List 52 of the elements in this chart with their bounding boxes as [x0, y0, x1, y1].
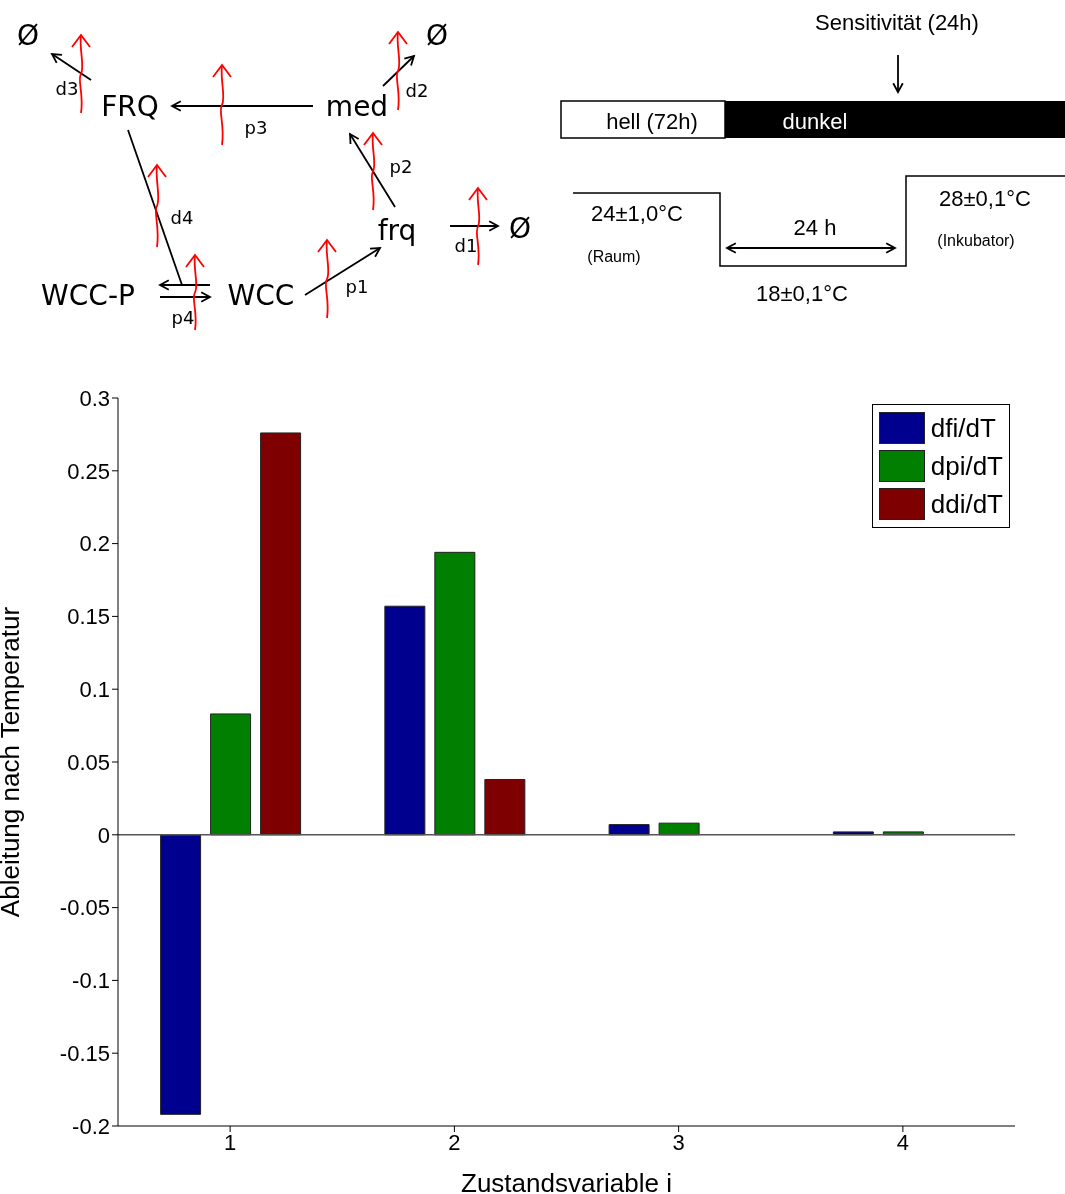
y-tick-label: -0.1 [72, 968, 110, 994]
text: p1 [345, 276, 369, 297]
x-tick-label: 4 [896, 1129, 909, 1155]
text: (Raum) [587, 248, 641, 265]
x-tick-label: 2 [448, 1129, 461, 1155]
text: p4 [171, 307, 195, 328]
bar [608, 824, 650, 836]
y-tick-label: 0.15 [67, 604, 110, 630]
bar [160, 834, 202, 1115]
bar [210, 713, 252, 836]
text: d4 [170, 207, 194, 228]
text: FRQ [101, 90, 159, 123]
text: d2 [405, 80, 429, 101]
text: dunkel [782, 109, 848, 134]
y-tick-label: 0 [97, 822, 110, 848]
text: (Inkubator) [937, 232, 1015, 249]
y-tick-label: 0.2 [79, 531, 110, 557]
bar [484, 778, 526, 836]
text: Sensitivität (24h) [815, 10, 979, 35]
legend-label: dpi/dT [930, 450, 1003, 482]
y-tick-label: -0.2 [72, 1113, 110, 1139]
y-axis-title: Ableitung nach Temperatur [0, 606, 26, 918]
text: med [325, 90, 389, 123]
x-axis-title: Zustandsvariable i [461, 1168, 672, 1194]
x-tick-label: 3 [672, 1129, 685, 1155]
y-tick-label: -0.05 [59, 895, 110, 921]
text: WCC [227, 279, 295, 312]
text: p3 [244, 117, 268, 138]
text: Ø [508, 212, 532, 245]
text: 28±0,1°C [939, 186, 1032, 211]
bar [260, 432, 302, 836]
text: d1 [454, 235, 478, 256]
x-tick-label: 1 [224, 1129, 237, 1155]
text: frq [377, 214, 417, 247]
text: hell (72h) [606, 109, 698, 134]
bar [384, 605, 426, 836]
text: Ø [16, 19, 40, 52]
text: WCC-P [41, 279, 135, 312]
legend-label: dfi/dT [930, 412, 996, 444]
text: 18±0,1°C [756, 281, 849, 306]
legend-label: ddi/dT [930, 488, 1003, 520]
y-tick-label: 0.25 [67, 458, 110, 484]
bar [434, 551, 476, 836]
text: 24 h [793, 215, 837, 240]
text: 24±1,0°C [591, 201, 684, 226]
y-tick-label: -0.15 [59, 1041, 110, 1067]
y-tick-label: 0.3 [79, 385, 110, 411]
text: p2 [389, 156, 413, 177]
y-tick-label: 0.1 [79, 677, 110, 703]
text: Ø [425, 19, 449, 52]
y-tick-label: 0.05 [67, 749, 110, 775]
text: d3 [55, 78, 79, 99]
